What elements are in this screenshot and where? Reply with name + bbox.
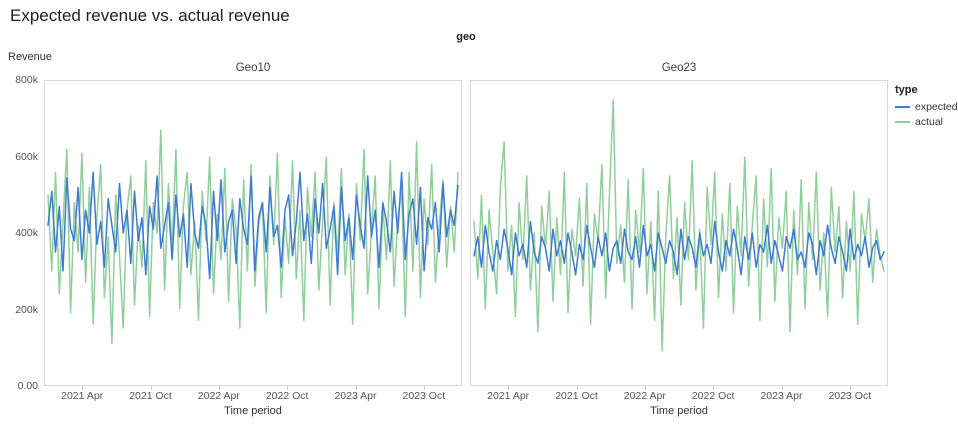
- x-tick-label: 2021 Oct: [555, 390, 598, 402]
- x-tick-mark: [423, 386, 425, 390]
- x-tick-mark: [150, 386, 152, 390]
- x-axis-ticks: 2021 Apr 2021 Oct 2022 Apr 2022 Oct 2023 Apr…: [44, 386, 462, 403]
- line-plot: [473, 99, 885, 352]
- x-tick-mark: [713, 386, 715, 390]
- facet-field-label: geo: [456, 31, 476, 43]
- legend-title: type: [895, 84, 918, 96]
- legend-entry-expected: expected: [895, 101, 958, 113]
- expected-line: [47, 171, 459, 280]
- x-tick-mark: [287, 386, 289, 390]
- x-axis-title: Time period: [224, 405, 282, 417]
- y-axis: 0.00 200k 400k 600k 800k: [0, 74, 40, 392]
- facet-panel-geo10: Geo10 2021 Apr 2021 Oct 2022 Apr 2022 Oct 20…: [44, 62, 462, 417]
- y-tick-label: 800k: [15, 74, 38, 86]
- x-tick-mark: [218, 386, 220, 390]
- x-tick-label: 2023 Apr: [334, 390, 377, 402]
- x-tick-label: 2023 Oct: [828, 390, 872, 402]
- y-tick-label: 600k: [15, 150, 38, 163]
- x-tick-label: 2021 Apr: [61, 390, 104, 402]
- x-tick-mark: [576, 386, 578, 390]
- y-tick-label: 0.00: [17, 380, 38, 392]
- x-tick-label: 2022 Apr: [623, 390, 666, 402]
- x-tick-label: 2023 Oct: [402, 390, 446, 402]
- facet-panel-geo23: Geo23 2021 Apr 2021 Oct 2022 Apr 2022 Oct 20…: [470, 62, 888, 417]
- panel-title: Geo23: [661, 62, 697, 74]
- legend-entry-actual: actual: [895, 116, 957, 128]
- expected-line: [473, 220, 885, 276]
- legend-swatch-actual: [895, 121, 910, 123]
- legend-entry-label: actual: [915, 116, 944, 128]
- x-tick-mark: [781, 386, 783, 390]
- x-tick-label: 2023 Apr: [760, 390, 803, 402]
- x-tick-mark: [508, 386, 510, 390]
- legend: type expected actual: [895, 84, 958, 131]
- x-tick-mark: [355, 386, 357, 390]
- legend-entry-label: expected: [915, 101, 958, 113]
- x-tick-label: 2021 Oct: [129, 390, 172, 402]
- y-tick-label: 200k: [15, 303, 38, 316]
- panel-title: Geo10: [235, 62, 271, 74]
- x-tick-label: 2022 Oct: [265, 390, 309, 402]
- actual-line: [473, 99, 885, 352]
- x-tick-mark: [82, 386, 84, 390]
- plot-area: [44, 80, 462, 386]
- x-tick-mark: [644, 386, 646, 390]
- x-tick-label: 2022 Apr: [197, 390, 240, 402]
- x-tick-label: 2021 Apr: [487, 390, 530, 402]
- legend-swatch-expected: [895, 106, 910, 108]
- y-axis-title: Revenue: [8, 51, 53, 63]
- x-axis-ticks: 2021 Apr 2021 Oct 2022 Apr 2022 Oct 2023 Apr…: [470, 386, 888, 403]
- x-tick-mark: [849, 386, 851, 390]
- x-tick-label: 2022 Oct: [691, 390, 735, 402]
- x-axis-title: Time period: [650, 405, 708, 417]
- line-plot: [47, 129, 459, 344]
- plot-area: [470, 80, 888, 386]
- y-tick-label: 400k: [15, 227, 38, 239]
- chart-title: Expected revenue vs. actual revenue: [10, 6, 290, 25]
